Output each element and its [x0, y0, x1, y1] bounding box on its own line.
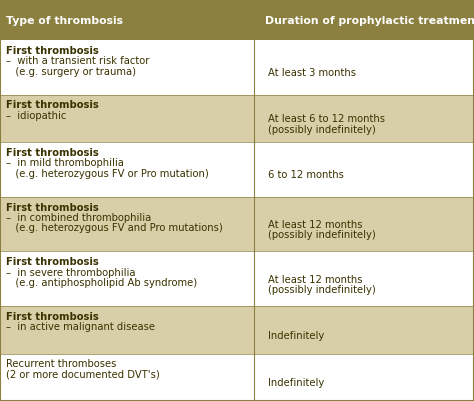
- Text: (e.g. heterozygous FV and Pro mutations): (e.g. heterozygous FV and Pro mutations): [6, 223, 223, 233]
- Text: (e.g. antiphospholipid Ab syndrome): (e.g. antiphospholipid Ab syndrome): [6, 277, 197, 288]
- Text: At least 6 to 12 months: At least 6 to 12 months: [268, 114, 385, 124]
- Text: –  with a transient risk factor: – with a transient risk factor: [6, 56, 149, 66]
- Text: Indefinitely: Indefinitely: [268, 330, 324, 340]
- Text: Duration of prophylactic treatment: Duration of prophylactic treatment: [265, 16, 474, 25]
- Text: At least 12 months: At least 12 months: [268, 219, 362, 229]
- Text: –  in combined thrombophilia: – in combined thrombophilia: [6, 213, 151, 223]
- Text: (e.g. heterozygous FV or Pro mutation): (e.g. heterozygous FV or Pro mutation): [6, 168, 209, 178]
- Text: –  idiopathic: – idiopathic: [6, 111, 66, 121]
- Text: At least 12 months: At least 12 months: [268, 274, 362, 284]
- Text: –  in active malignant disease: – in active malignant disease: [6, 322, 155, 332]
- Text: First thrombosis: First thrombosis: [6, 46, 99, 56]
- Text: (possibly indefinitely): (possibly indefinitely): [268, 230, 375, 240]
- Text: First thrombosis: First thrombosis: [6, 100, 99, 110]
- Text: (possibly indefinitely): (possibly indefinitely): [268, 284, 375, 294]
- Bar: [0, 252, 474, 306]
- Text: First thrombosis: First thrombosis: [6, 202, 99, 212]
- Bar: [0, 354, 474, 401]
- Bar: [0, 41, 474, 95]
- Text: First thrombosis: First thrombosis: [6, 148, 99, 158]
- Bar: [0, 0, 474, 41]
- Text: First thrombosis: First thrombosis: [6, 257, 99, 267]
- Text: Indefinitely: Indefinitely: [268, 377, 324, 387]
- Text: Type of thrombosis: Type of thrombosis: [6, 16, 123, 25]
- Bar: [0, 306, 474, 354]
- Text: At least 3 months: At least 3 months: [268, 68, 356, 78]
- Text: –  in mild thrombophilia: – in mild thrombophilia: [6, 158, 124, 168]
- Bar: [0, 197, 474, 252]
- Text: Recurrent thromboses: Recurrent thromboses: [6, 358, 117, 369]
- Text: 6 to 12 months: 6 to 12 months: [268, 170, 344, 180]
- Text: (possibly indefinitely): (possibly indefinitely): [268, 124, 375, 134]
- Text: First thrombosis: First thrombosis: [6, 311, 99, 321]
- Text: (2 or more documented DVT's): (2 or more documented DVT's): [6, 369, 160, 379]
- Text: –  in severe thrombophilia: – in severe thrombophilia: [6, 267, 136, 277]
- Bar: [0, 143, 474, 197]
- Text: (e.g. surgery or trauma): (e.g. surgery or trauma): [6, 67, 136, 77]
- Bar: [0, 95, 474, 143]
